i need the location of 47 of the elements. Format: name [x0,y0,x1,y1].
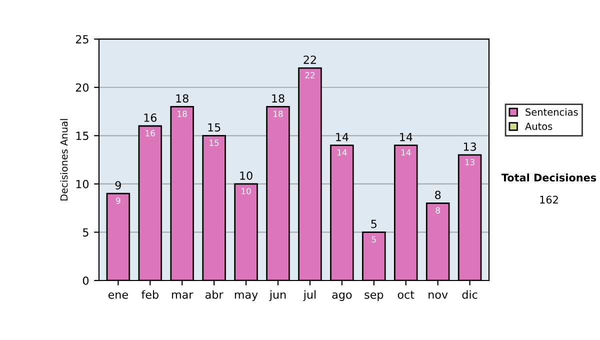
data-label: 18 [178,110,187,118]
y-tick-label: 15 [76,132,88,140]
total-label: 18 [272,94,284,103]
x-tick-label: ago [332,292,352,301]
data-label: 14 [402,149,411,156]
total-label: 13 [464,142,476,151]
total-label: 22 [304,56,316,64]
total-label: 5 [371,220,376,228]
text: Total Decisiones [501,173,596,182]
y-tick-label: 5 [83,228,88,237]
y-tick-label: 25 [76,35,88,44]
total-label: 9 [115,181,121,190]
y-axis-title: Decisiones Anual [60,119,68,200]
x-tick-label: ene [108,292,128,299]
data-label: 15 [210,140,219,146]
total-label: 14 [336,132,348,142]
text: 162 [540,196,558,204]
x-tick-label: jun [269,290,286,301]
total-label: 14 [400,132,412,142]
x-tick-label: feb [142,290,158,299]
x-tick-label: abr [206,290,224,299]
x-tick-label: oct [398,290,414,299]
y-tick-label: 20 [76,83,89,92]
total-label: 15 [208,123,220,132]
x-tick-label: nov [428,292,448,299]
x-tick-label: sep [364,292,384,301]
data-label: 10 [242,188,251,194]
data-label: 13 [465,158,474,166]
total-label: 10 [240,171,252,180]
data-label: 5 [372,236,376,243]
data-label: 9 [116,198,120,204]
total-label: 18 [176,94,188,103]
data-label: 18 [274,110,283,118]
data-label: 16 [146,130,155,136]
x-tick-label: dic [462,290,478,299]
x-tick-label: jul [303,290,316,301]
data-label: 8 [436,207,440,214]
x-tick-label: may [234,292,258,301]
total-label: 16 [144,114,157,122]
y-tick-label: 0 [82,276,89,285]
data-label: 22 [305,72,314,78]
y-tick-label: 10 [76,180,89,188]
x-tick-label: mar [172,292,194,299]
data-label: 14 [338,149,347,156]
legend-label: Autos [525,122,552,130]
total-label: 8 [435,190,441,200]
legend-label: Sentencias [526,108,578,116]
